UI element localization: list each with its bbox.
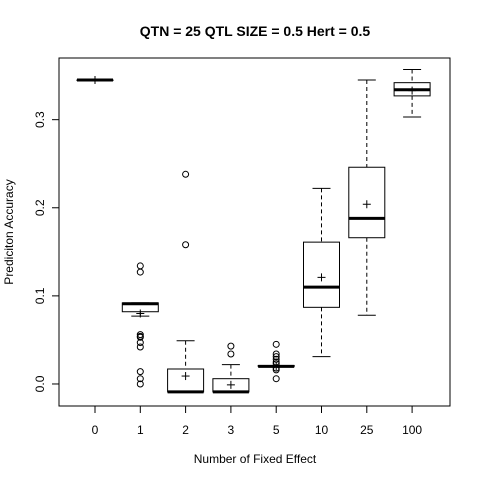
outlier-point	[182, 241, 190, 249]
x-axis: 0 1 2 3 5 10 25 100	[92, 406, 422, 437]
box-25	[348, 79, 386, 316]
x-tick-label: 3	[228, 423, 235, 437]
outlier-point	[227, 350, 235, 358]
outlier-point	[136, 262, 144, 270]
x-tick-label: 25	[360, 423, 374, 437]
box-100	[393, 68, 431, 118]
plot-frame	[58, 57, 451, 407]
outlier-point	[136, 380, 144, 388]
y-tick-label: 0.3	[33, 111, 47, 128]
x-axis-label: Number of Fixed Effect	[194, 452, 317, 466]
outlier-point	[272, 366, 280, 374]
x-tick-label: 0	[92, 423, 99, 437]
outlier-point	[136, 343, 144, 351]
x-tick-label: 2	[182, 423, 189, 437]
outlier-point	[272, 340, 280, 348]
box-3	[212, 342, 250, 394]
outlier-point	[136, 268, 144, 276]
outlier-point	[227, 342, 235, 350]
x-tick-label: 10	[315, 423, 329, 437]
chart-title: QTN = 25 QTL SIZE = 0.5 Hert = 0.5	[140, 23, 371, 39]
outlier-point	[182, 170, 190, 178]
x-tick-label: 5	[273, 423, 280, 437]
y-tick-label: 0.0	[33, 375, 47, 392]
outlier-point	[272, 350, 280, 358]
box-2	[167, 170, 205, 394]
box-5	[257, 340, 295, 383]
outlier-point	[272, 375, 280, 383]
x-tick-label: 1	[137, 423, 144, 437]
x-tick-label: 100	[402, 423, 422, 437]
y-tick-label: 0.1	[33, 287, 47, 304]
outlier-point	[136, 375, 144, 383]
y-tick-label: 0.2	[33, 199, 47, 216]
box-1	[121, 262, 159, 388]
outlier-point	[272, 355, 280, 363]
outlier-point	[272, 353, 280, 361]
y-axis-label: Prediciton Accuracy	[2, 179, 16, 284]
boxes-group	[76, 68, 431, 394]
box-10	[303, 187, 340, 358]
y-axis: 0.0 0.1 0.2 0.3	[33, 111, 59, 392]
box-0	[76, 76, 114, 85]
outlier-point	[136, 368, 144, 376]
outlier-point	[136, 339, 144, 347]
outlier-point	[136, 333, 144, 341]
